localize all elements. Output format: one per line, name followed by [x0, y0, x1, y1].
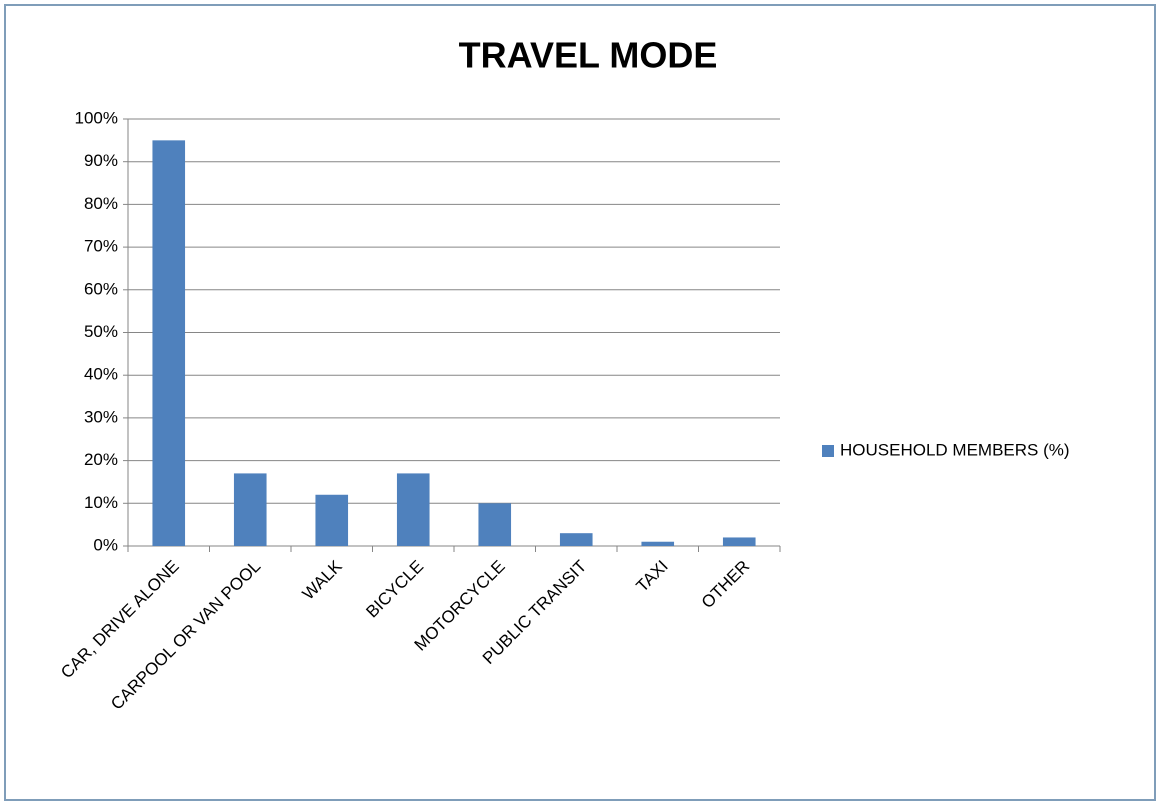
- y-tick-label: 20%: [84, 450, 118, 469]
- legend-swatch: [822, 445, 834, 457]
- y-tick-label: 10%: [84, 493, 118, 512]
- y-tick-label: 80%: [84, 194, 118, 213]
- y-tick-label: 90%: [84, 151, 118, 170]
- y-tick-label: 60%: [84, 279, 118, 298]
- bar: [396, 473, 430, 546]
- y-tick-label: 100%: [75, 108, 118, 127]
- bar: [641, 541, 675, 546]
- y-tick-label: 30%: [84, 407, 118, 426]
- y-tick-label: 70%: [84, 237, 118, 256]
- y-tick-label: 50%: [84, 322, 118, 341]
- bar: [315, 494, 349, 546]
- chart-title: TRAVEL MODE: [459, 35, 718, 76]
- y-tick-label: 0%: [93, 535, 118, 554]
- bar: [152, 140, 186, 546]
- bar: [722, 537, 756, 546]
- y-tick-label: 40%: [84, 365, 118, 384]
- bar: [233, 473, 267, 546]
- bar: [478, 503, 512, 546]
- chart-frame: [4, 4, 1156, 801]
- bar: [559, 533, 593, 546]
- legend-label: HOUSEHOLD MEMBERS (%): [840, 440, 1070, 459]
